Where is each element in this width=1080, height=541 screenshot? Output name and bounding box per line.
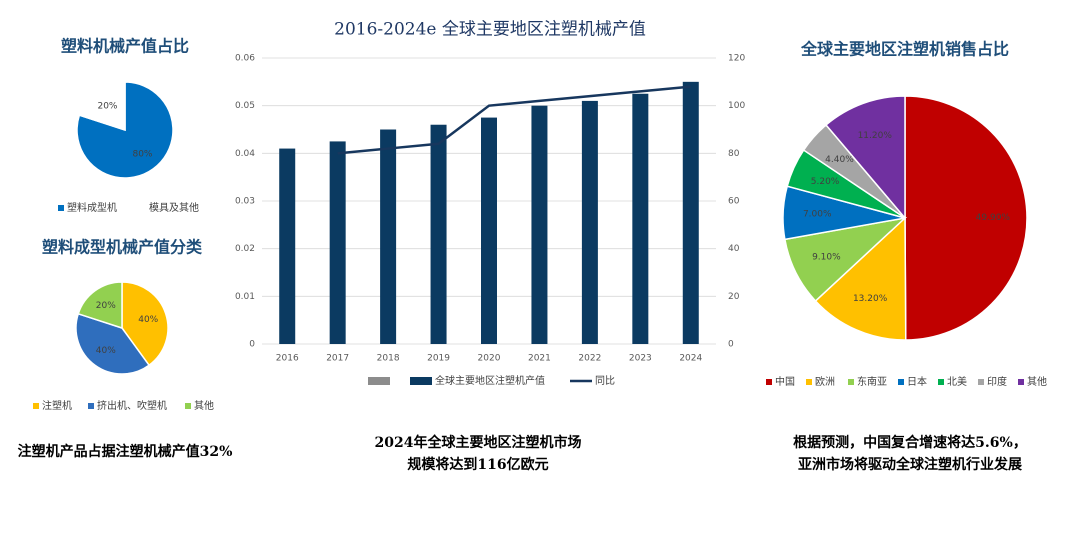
slice-label: 13.20% bbox=[853, 294, 888, 304]
bar bbox=[632, 93, 649, 344]
legend-swatch bbox=[368, 377, 390, 385]
legend-swatch bbox=[33, 403, 39, 409]
slice-label: 4.40% bbox=[825, 155, 854, 165]
pie-slice bbox=[78, 81, 126, 132]
bar bbox=[430, 124, 447, 344]
slice-label: 40% bbox=[138, 315, 158, 325]
pie-slice bbox=[814, 216, 907, 341]
slice-label: 7.00% bbox=[803, 210, 832, 220]
legend-swatch bbox=[766, 379, 772, 385]
legend-label: 其他 bbox=[1027, 375, 1047, 388]
x-tick-label: 2021 bbox=[528, 354, 551, 364]
chart-title: 塑料成型机械产值分类 bbox=[42, 238, 203, 257]
slice-label: 80% bbox=[132, 150, 152, 160]
y2-tick-label: 20 bbox=[728, 292, 740, 302]
bar bbox=[481, 117, 497, 344]
legend-label: 塑料成型机 bbox=[67, 201, 117, 214]
legend-swatch bbox=[58, 205, 64, 211]
slice-label: 9.10% bbox=[812, 253, 841, 263]
legend-label: 中国 bbox=[775, 375, 795, 388]
pie-slice bbox=[77, 281, 123, 330]
legend-label: 欧洲 bbox=[815, 376, 835, 388]
x-tick-label: 2023 bbox=[629, 354, 652, 364]
bar bbox=[581, 100, 598, 345]
bar bbox=[531, 105, 548, 345]
legend-swatch bbox=[898, 379, 904, 385]
legend-swatch bbox=[88, 403, 94, 409]
x-tick-label: 2018 bbox=[377, 354, 400, 364]
pie-slice bbox=[75, 312, 151, 375]
x-tick-label: 2022 bbox=[578, 354, 601, 364]
legend-swatch bbox=[140, 205, 146, 211]
y-tick-label: 0.01 bbox=[235, 292, 255, 302]
x-tick-label: 2019 bbox=[427, 354, 450, 364]
legend-label: 模具及其他 bbox=[149, 201, 199, 214]
chart-title: 全球主要地区注塑机销售占比 bbox=[800, 40, 1009, 59]
legend-label: 同比 bbox=[595, 375, 615, 387]
caption: 亚洲市场将驱动全球注塑机行业发展 bbox=[798, 456, 1022, 473]
legend-label: 其他 bbox=[194, 399, 214, 412]
y2-tick-label: 100 bbox=[728, 101, 745, 111]
bar bbox=[682, 81, 699, 344]
caption: 规模将达到116亿欧元 bbox=[407, 456, 548, 473]
chart-title: 2016-2024e 全球主要地区注塑机械产值 bbox=[334, 20, 646, 40]
y-tick-label: 0 bbox=[249, 340, 255, 350]
slice-label: 40% bbox=[96, 346, 116, 356]
legend-label: 东南亚 bbox=[857, 375, 887, 388]
pie-slice bbox=[121, 281, 169, 367]
pie-slice bbox=[904, 95, 1028, 341]
legend-swatch bbox=[1018, 379, 1024, 385]
legend-swatch bbox=[410, 377, 432, 385]
legend-label: 挤出机、吹塑机 bbox=[97, 399, 167, 412]
legend-swatch bbox=[848, 379, 854, 385]
x-tick-label: 2017 bbox=[326, 354, 349, 364]
slice-label: 49.90% bbox=[976, 213, 1011, 223]
caption: 2024年全球主要地区注塑机市场 bbox=[375, 434, 582, 451]
legend-label: 注塑机 bbox=[42, 399, 72, 412]
y-tick-label: 0.06 bbox=[235, 54, 255, 64]
legend-label: 全球主要地区注塑机产值 bbox=[435, 374, 545, 387]
y2-tick-label: 120 bbox=[728, 54, 745, 64]
y2-tick-label: 80 bbox=[728, 149, 740, 159]
slice-label: 11.20% bbox=[858, 131, 893, 141]
bar bbox=[329, 141, 346, 344]
y2-tick-label: 40 bbox=[728, 244, 740, 254]
slice-label: 5.20% bbox=[811, 177, 840, 187]
bar bbox=[279, 148, 296, 344]
y2-tick-label: 0 bbox=[728, 340, 734, 350]
y-tick-label: 0.04 bbox=[235, 149, 255, 159]
legend-label: 印度 bbox=[987, 375, 1007, 388]
pie-slice bbox=[825, 95, 906, 221]
legend-swatch bbox=[185, 403, 191, 409]
legend-swatch bbox=[806, 379, 812, 385]
caption: 根据预测，中国复合增速将达5.6%， bbox=[793, 434, 1027, 451]
y-tick-label: 0.05 bbox=[235, 101, 255, 111]
legend-swatch bbox=[938, 379, 944, 385]
legend-label: 北美 bbox=[947, 375, 967, 388]
chart-title: 塑料机械产值占比 bbox=[61, 37, 189, 56]
x-tick-label: 2024 bbox=[679, 354, 702, 364]
x-tick-label: 2016 bbox=[276, 354, 299, 364]
bar bbox=[380, 129, 397, 344]
caption: 注塑机产品占据注塑机械产值32% bbox=[18, 443, 233, 460]
x-tick-label: 2020 bbox=[478, 354, 501, 364]
slice-label: 20% bbox=[97, 101, 117, 111]
line bbox=[337, 85, 691, 155]
legend-swatch bbox=[978, 379, 984, 385]
legend-label: 日本 bbox=[907, 375, 927, 388]
y2-tick-label: 60 bbox=[728, 197, 740, 207]
y-tick-label: 0.03 bbox=[235, 197, 255, 207]
y-tick-label: 0.02 bbox=[235, 244, 255, 254]
slice-label: 20% bbox=[96, 301, 116, 311]
